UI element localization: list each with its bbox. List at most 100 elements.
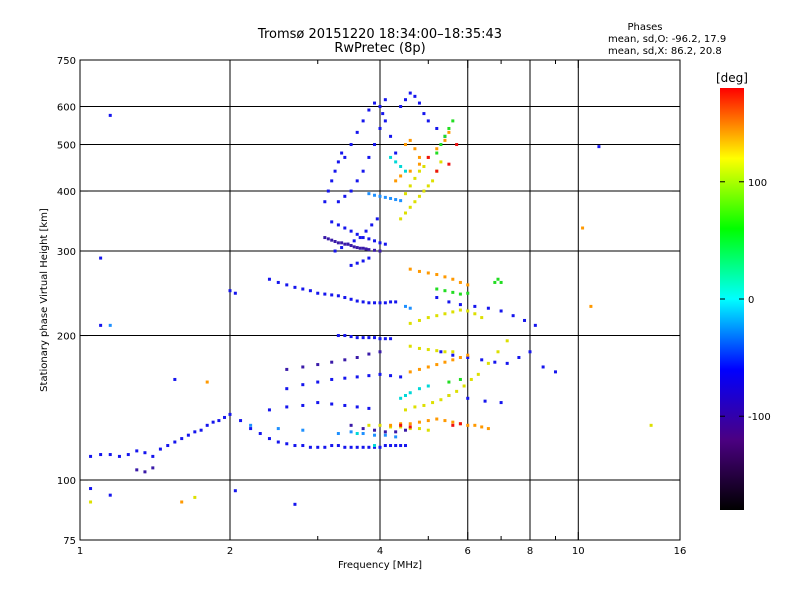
data-point: [378, 445, 382, 449]
data-point: [349, 335, 353, 339]
data-point: [399, 164, 403, 168]
data-point: [480, 316, 484, 320]
tick-layer: 1 2 4 6 8 10 16 75 100 200 300 400 500 600 750: [57, 56, 686, 557]
data-point: [349, 189, 353, 193]
data-point: [389, 444, 393, 448]
data-point: [173, 377, 177, 381]
data-point: [389, 300, 393, 304]
data-point: [422, 189, 426, 193]
data-point: [285, 387, 289, 391]
data-point: [276, 440, 280, 444]
data-point: [499, 309, 503, 313]
data-point: [285, 442, 289, 446]
data-point: [323, 200, 327, 204]
data-point: [378, 126, 382, 130]
data-point: [249, 423, 253, 427]
data-point: [267, 277, 271, 281]
data-point: [333, 249, 337, 253]
data-point: [435, 314, 439, 318]
data-point: [413, 405, 417, 409]
data-point: [443, 419, 447, 423]
data-point: [349, 229, 353, 233]
data-point: [431, 401, 435, 405]
data-point: [355, 179, 359, 183]
data-point: [349, 297, 353, 301]
data-point: [367, 248, 371, 252]
y-tick-label: 750: [57, 56, 76, 67]
data-point: [367, 374, 371, 378]
data-point: [383, 433, 387, 437]
data-point: [389, 155, 393, 159]
data-point: [443, 289, 447, 293]
data-point: [373, 143, 377, 147]
data-point: [413, 200, 417, 204]
data-point: [399, 396, 403, 400]
data-point: [422, 112, 426, 116]
data-point: [417, 169, 421, 173]
data-point: [367, 237, 371, 241]
data-point: [151, 466, 155, 470]
data-point: [403, 211, 407, 215]
data-point: [301, 403, 305, 407]
data-point: [597, 145, 601, 149]
data-point: [378, 249, 382, 253]
data-point: [301, 287, 305, 291]
chart-subtitle: RwPretec (8p): [334, 41, 425, 56]
data-point: [336, 200, 340, 204]
data-point: [403, 394, 407, 398]
data-point: [330, 402, 334, 406]
data-point: [435, 151, 439, 155]
data-point: [541, 365, 545, 369]
data-point: [426, 184, 430, 188]
data-point: [408, 169, 412, 173]
data-point: [408, 267, 412, 271]
data-point: [343, 358, 347, 362]
series-0: [89, 91, 601, 506]
data-point: [285, 405, 289, 409]
plot-area: 1 2 4 6 8 10 16 75 100 200 300 400 500 600 750: [57, 56, 686, 557]
data-point: [589, 304, 593, 308]
data-point: [383, 337, 387, 341]
data-point: [426, 365, 430, 369]
colorbar-ticks: 100 0 -100: [720, 178, 771, 423]
data-point: [355, 246, 359, 250]
data-point: [375, 217, 379, 221]
data-point: [466, 423, 470, 427]
data-point: [435, 147, 439, 151]
data-point: [99, 323, 103, 327]
data-point: [367, 108, 371, 112]
x-tick-label: 8: [527, 546, 533, 557]
data-point: [108, 323, 112, 327]
data-point: [408, 184, 412, 188]
y-tick-label: 100: [57, 476, 76, 487]
data-point: [473, 304, 477, 308]
grid-layer: [80, 60, 680, 540]
data-point: [364, 247, 368, 251]
data-point: [343, 334, 347, 338]
data-point: [293, 285, 297, 289]
data-point: [383, 98, 387, 102]
data-point: [439, 143, 443, 147]
data-point: [383, 119, 387, 123]
data-point: [439, 350, 443, 354]
data-point: [99, 453, 103, 457]
data-point: [408, 422, 412, 426]
data-point: [394, 444, 398, 448]
y-tick-label: 200: [57, 332, 76, 343]
y-tick-label: 75: [63, 536, 76, 547]
data-point: [367, 423, 371, 427]
data-point: [435, 349, 439, 353]
data-point: [462, 384, 466, 388]
data-point: [293, 444, 297, 448]
data-point: [330, 360, 334, 364]
data-point: [486, 361, 490, 365]
data-point: [417, 155, 421, 159]
data-point: [496, 350, 500, 354]
data-point: [367, 336, 371, 340]
data-point: [373, 444, 377, 448]
data-point: [361, 445, 365, 449]
data-point: [383, 242, 387, 246]
data-point: [355, 261, 359, 265]
data-point: [361, 246, 365, 250]
data-point: [383, 195, 387, 199]
